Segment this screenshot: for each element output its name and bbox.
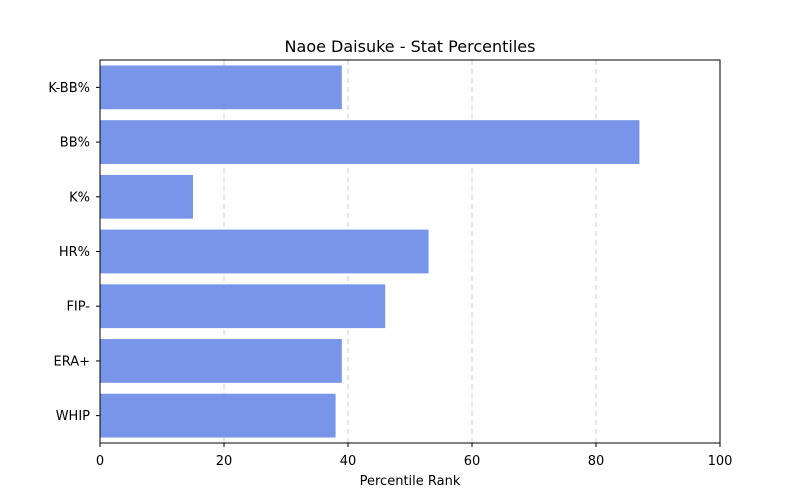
x-axis-ticks: 0 20 40 60 80 100: [96, 443, 733, 469]
x-tick-label-1: 20: [216, 454, 233, 469]
y-tick-label-1: BB%: [60, 136, 90, 151]
x-tick-label-3: 60: [464, 454, 481, 469]
y-tick-label-4: FIP-: [66, 300, 90, 315]
bars: [100, 65, 640, 438]
x-tick-label-2: 40: [340, 454, 357, 469]
x-tick-label-4: 80: [588, 454, 605, 469]
bar-1: [100, 120, 640, 164]
bar-3: [100, 229, 429, 274]
chart-title: Naoe Daisuke - Stat Percentiles: [285, 37, 536, 56]
x-tick-label-0: 0: [96, 454, 104, 469]
bar-6: [100, 393, 336, 438]
bar-2: [100, 174, 193, 219]
bar-0: [100, 65, 342, 110]
y-tick-label-5: ERA+: [53, 354, 90, 369]
x-tick-label-5: 100: [708, 454, 733, 469]
bar-4: [100, 284, 386, 329]
bar-5: [100, 339, 342, 383]
y-tick-label-2: K%: [69, 190, 90, 205]
y-axis-ticks: K-BB% BB% K% HR% FIP- ERA+ WHIP: [48, 81, 100, 424]
y-tick-label-0: K-BB%: [48, 81, 90, 96]
y-tick-label-3: HR%: [59, 245, 90, 260]
y-tick-label-6: WHIP: [56, 409, 90, 424]
x-axis-label: Percentile Rank: [360, 474, 461, 489]
